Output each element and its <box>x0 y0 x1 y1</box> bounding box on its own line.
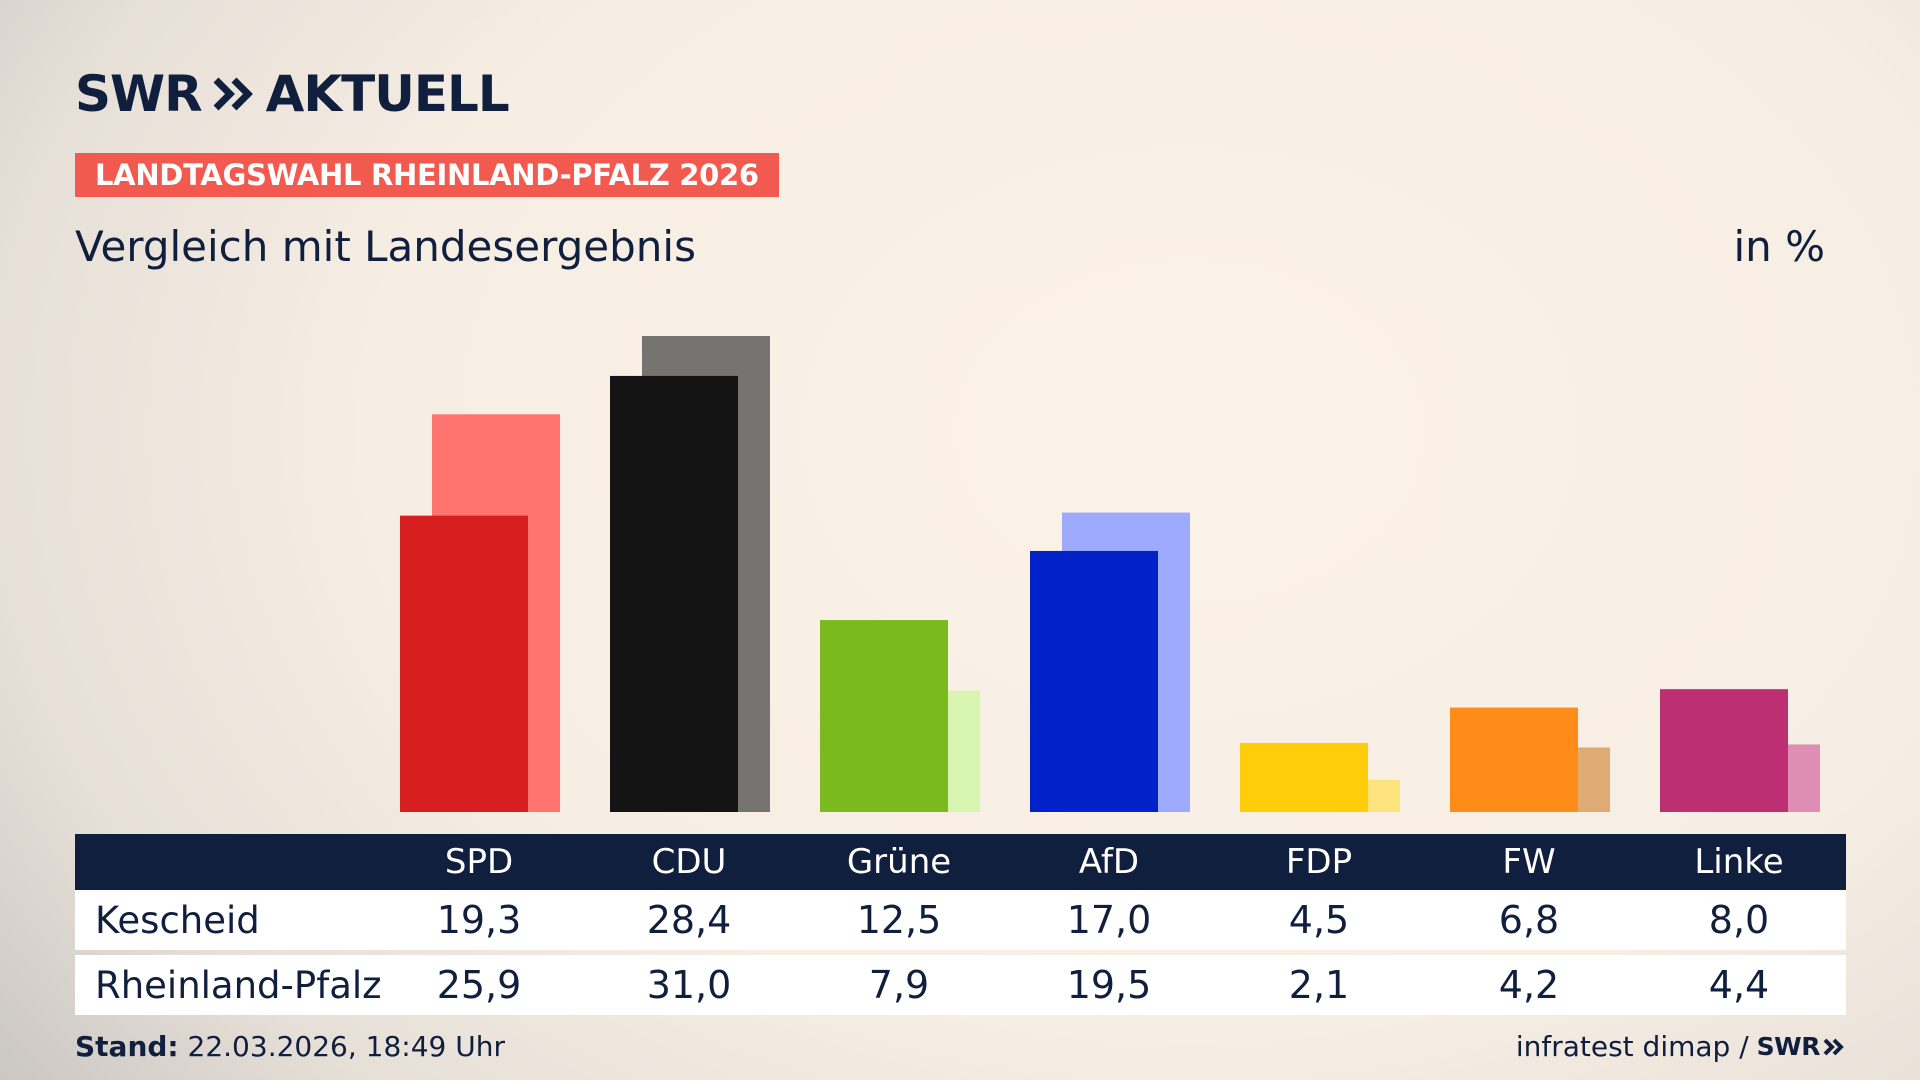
unit-label: in % <box>1733 222 1825 271</box>
column-header: CDU <box>651 842 727 882</box>
table-cell: 7,9 <box>868 963 930 1007</box>
table-cell: 12,5 <box>856 898 942 942</box>
stand-label: Stand: <box>75 1030 179 1063</box>
table-cell: 8,0 <box>1708 898 1770 942</box>
table-cell: 19,5 <box>1066 963 1152 1007</box>
bar-landesergebnis-spd <box>432 414 560 812</box>
table-cell: 19,3 <box>436 898 522 942</box>
bar-kescheid-fw <box>1450 707 1578 812</box>
table-cell: 6,8 <box>1498 898 1560 942</box>
column-header: Grüne <box>846 842 952 882</box>
source-credit: infratest dimap / SWR <box>1516 1030 1845 1063</box>
logo-aktuell-text: AKTUELL <box>265 65 510 123</box>
swr-mini-logo: SWR <box>1757 1032 1845 1061</box>
logo-swr-text: SWR <box>75 65 203 123</box>
table-cell: 17,0 <box>1066 898 1152 942</box>
table-cell: 28,4 <box>646 898 732 942</box>
column-header: AfD <box>1078 842 1140 882</box>
column-header: Linke <box>1694 842 1784 882</box>
swr-aktuell-logo: SWR AKTUELL <box>75 65 510 123</box>
results-table: SPD CDU Grüne AfD FDP FW Linke Kescheid 19,3 28… <box>75 834 1846 1015</box>
column-header: SPD <box>444 842 514 882</box>
row-label: Kescheid <box>95 898 260 942</box>
table-row-rheinland-pfalz: Rheinland-Pfalz 25,9 31,0 7,9 19,5 2,1 4,2 4,4 <box>75 955 1846 1015</box>
bar-kescheid-grüne <box>820 620 948 812</box>
table-cell: 2,1 <box>1288 963 1350 1007</box>
table-cell: 4,4 <box>1708 963 1770 1007</box>
bar-landesergebnis-grüne <box>852 690 980 812</box>
timestamp: Stand: 22.03.2026, 18:49 Uhr <box>75 1030 505 1063</box>
table-cell: 31,0 <box>646 963 732 1007</box>
bar-kescheid-linke <box>1660 689 1788 812</box>
bar-kescheid-cdu <box>610 375 738 812</box>
bar-landesergebnis-fw <box>1482 747 1610 812</box>
double-chevron-icon <box>213 77 253 111</box>
bar-kescheid-spd <box>400 515 528 812</box>
table-cell: 25,9 <box>436 963 522 1007</box>
table-row-kescheid: Kescheid 19,3 28,4 12,5 17,0 4,5 6,8 8,0 <box>75 890 1846 950</box>
bar-landesergebnis-linke <box>1692 744 1820 812</box>
column-header: FW <box>1502 842 1556 882</box>
bar-kescheid-fdp <box>1240 742 1368 812</box>
stand-value: 22.03.2026, 18:49 Uhr <box>187 1030 505 1063</box>
row-label: Rheinland-Pfalz <box>95 963 382 1007</box>
bar-landesergebnis-fdp <box>1272 779 1400 812</box>
source-text: infratest dimap / <box>1515 1030 1749 1063</box>
table-cell: 4,5 <box>1288 898 1350 942</box>
table-cell: 4,2 <box>1498 963 1560 1007</box>
bar-landesergebnis-cdu <box>642 336 770 812</box>
bar-kescheid-afd <box>1030 550 1158 812</box>
bar-landesergebnis-afd <box>1062 512 1190 812</box>
mini-logo-text: SWR <box>1756 1032 1821 1061</box>
chart-subtitle: Vergleich mit Landesergebnis <box>75 222 696 271</box>
table-header: SPD CDU Grüne AfD FDP FW Linke <box>75 834 1846 890</box>
election-ribbon: LANDTAGSWAHL RHEINLAND-PFALZ 2026 <box>75 153 779 197</box>
double-chevron-icon <box>1823 1038 1844 1055</box>
column-header: FDP <box>1285 842 1353 882</box>
